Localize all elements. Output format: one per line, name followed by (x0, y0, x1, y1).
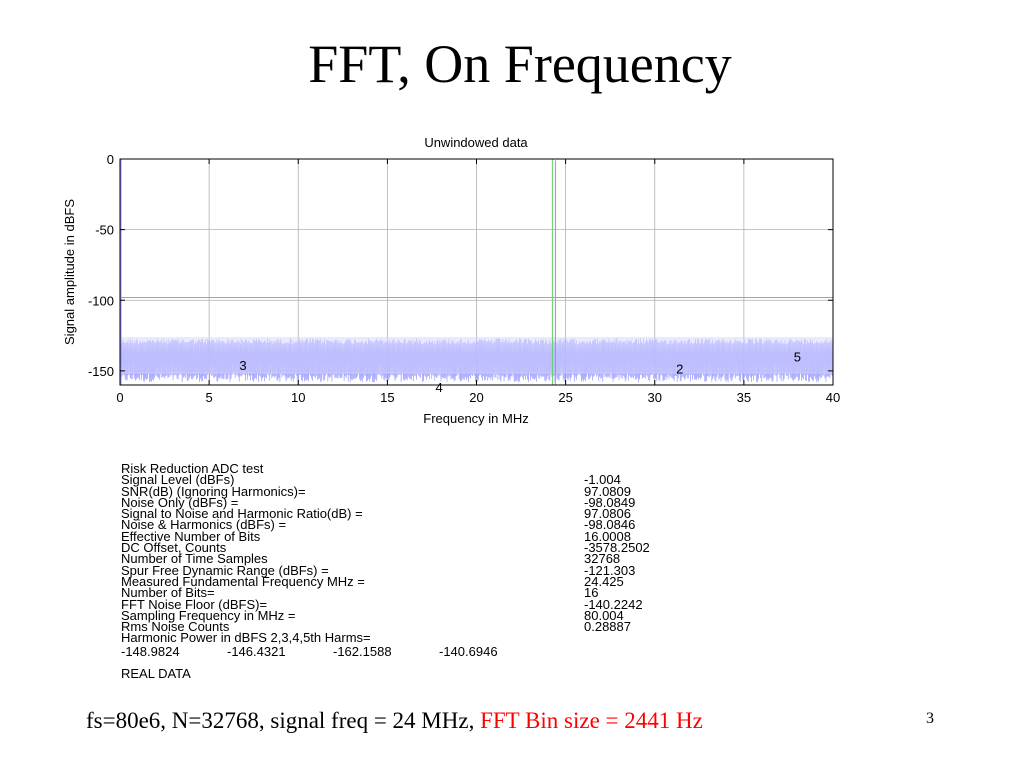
stat-row: Measured Fundamental Frequency MHz = 24.4… (121, 573, 624, 589)
y-tick-label: -100 (88, 293, 114, 308)
stat-label: Noise & Harmonics (dBFs) = (121, 517, 287, 533)
harmonic-label: 4 (435, 380, 442, 395)
stat-row: Signal to Noise and Harmonic Ratio(dB) =… (121, 506, 631, 522)
stat-label: FFT Noise Floor (dBFS)= (121, 596, 268, 612)
reference-lines (120, 159, 833, 385)
page-number: 3 (926, 710, 934, 727)
stat-value: 80.004 (584, 607, 624, 623)
stat-value: 97.0806 (584, 506, 631, 522)
stat-label: Number of Time Samples (121, 551, 268, 567)
stat-value: 16.0008 (584, 528, 631, 544)
stat-label: Effective Number of Bits (121, 528, 261, 544)
stat-row: Signal Level (dBFs) -1.004 (121, 472, 621, 488)
y-tick-label: -50 (95, 223, 114, 238)
x-tick-label: 0 (116, 390, 123, 405)
stat-row: Noise & Harmonics (dBFs) = -98.0846 (121, 517, 635, 533)
y-axis-label: Signal amplitude in dBFS (62, 199, 77, 345)
stats-rows: Signal Level (dBFs) -1.004 SNR(dB) (Ignori… (121, 472, 650, 635)
x-tick-label: 10 (291, 390, 305, 405)
fft-chart: Unwindowed data 0 5 10 15 20 25 30 35 400-50-100… (62, 135, 840, 426)
stat-value: -98.0846 (584, 517, 636, 533)
y-tick-label: -150 (88, 364, 114, 379)
stat-label: Noise Only (dBFs) = (121, 494, 239, 510)
harmonic-values: -148.9824 -146.4321 -162.1588 -140.6946 (121, 643, 498, 659)
caption-bin-size: FFT Bin size = 2441 Hz (480, 708, 703, 733)
stat-label: Rms Noise Counts (121, 619, 230, 635)
stat-row: Sampling Frequency in MHz = 80.004 (121, 607, 624, 623)
stat-value: -3578.2502 (584, 540, 650, 556)
x-axis-label: Frequency in MHz (423, 411, 528, 426)
stat-value: 97.0809 (584, 483, 631, 499)
stat-row: Spur Free Dynamic Range (dBFs) = -121.303 (121, 562, 635, 578)
harmonic-annotations: 2 3 4 5 (239, 350, 801, 395)
stat-label: Signal Level (dBFs) (121, 472, 235, 488)
harmonic-label: 3 (239, 358, 246, 373)
spectrum-series (119, 159, 834, 385)
caption-params: fs=80e6, N=32768, signal freq = 24 MHz, (86, 708, 475, 733)
harmonic-value-2: -148.9824 (121, 643, 180, 659)
y-tick-label: 0 (107, 152, 114, 167)
slide-title: FFT, On Frequency (308, 34, 732, 94)
x-tick-label: 15 (380, 390, 394, 405)
stat-value: 32768 (584, 551, 621, 567)
stat-label: Measured Fundamental Frequency MHz = (121, 573, 365, 589)
axis-ticks: 0 5 10 15 20 25 30 35 400-50-100-150 (88, 152, 840, 405)
real-data-label: REAL DATA (121, 666, 191, 681)
stat-value: -140.2242 (584, 596, 643, 612)
x-tick-label: 20 (469, 390, 483, 405)
stat-row: DC Offset, Counts -3578.2502 (121, 540, 650, 556)
x-tick-label: 25 (558, 390, 572, 405)
stat-label: Sampling Frequency in MHz = (121, 607, 296, 623)
stat-row: FFT Noise Floor (dBFS)= -140.2242 (121, 596, 643, 612)
harmonic-label: 2 (676, 361, 683, 376)
noise-floor-band (120, 336, 833, 374)
harmonic-value-3: -146.4321 (227, 643, 286, 659)
stat-row: Number of Bits= 16 (121, 585, 598, 601)
stat-row: Rms Noise Counts 0.28887 (121, 619, 631, 635)
stat-value: 0.28887 (584, 619, 631, 635)
stat-row: SNR(dB) (Ignoring Harmonics)= 97.0809 (121, 483, 631, 499)
slide-caption: fs=80e6, N=32768, signal freq = 24 MHz, … (86, 708, 703, 734)
harmonic-label: 5 (794, 350, 801, 365)
x-tick-label: 40 (826, 390, 840, 405)
stat-label: Signal to Noise and Harmonic Ratio(dB) = (121, 506, 363, 522)
stat-value: -121.303 (584, 562, 636, 578)
stat-label: DC Offset, Counts (121, 540, 227, 556)
harmonic-heading: Harmonic Power in dBFS 2,3,4,5th Harms= (121, 630, 371, 646)
stat-value: -98.0849 (584, 494, 636, 510)
harmonic-value-5: -140.6946 (439, 643, 498, 659)
stat-label: Spur Free Dynamic Range (dBFs) = (121, 562, 329, 578)
stat-row: Number of Time Samples 32768 (121, 551, 620, 567)
stats-heading: Risk Reduction ADC test (121, 461, 264, 476)
x-tick-label: 5 (206, 390, 213, 405)
harmonic-value-4: -162.1588 (333, 643, 392, 659)
x-tick-label: 35 (737, 390, 751, 405)
stat-label: Number of Bits= (121, 585, 215, 601)
stat-label: SNR(dB) (Ignoring Harmonics)= (121, 483, 306, 499)
x-tick-label: 30 (648, 390, 662, 405)
stat-value: -1.004 (584, 472, 621, 488)
stat-row: Noise Only (dBFs) = -98.0849 (121, 494, 635, 510)
stat-value: 16 (584, 585, 599, 601)
stats-panel: Risk Reduction ADC test Signal Level (dB… (121, 461, 650, 659)
stat-row: Effective Number of Bits 16.0008 (121, 528, 631, 544)
stat-value: 24.425 (584, 573, 624, 589)
chart-title: Unwindowed data (424, 135, 528, 150)
